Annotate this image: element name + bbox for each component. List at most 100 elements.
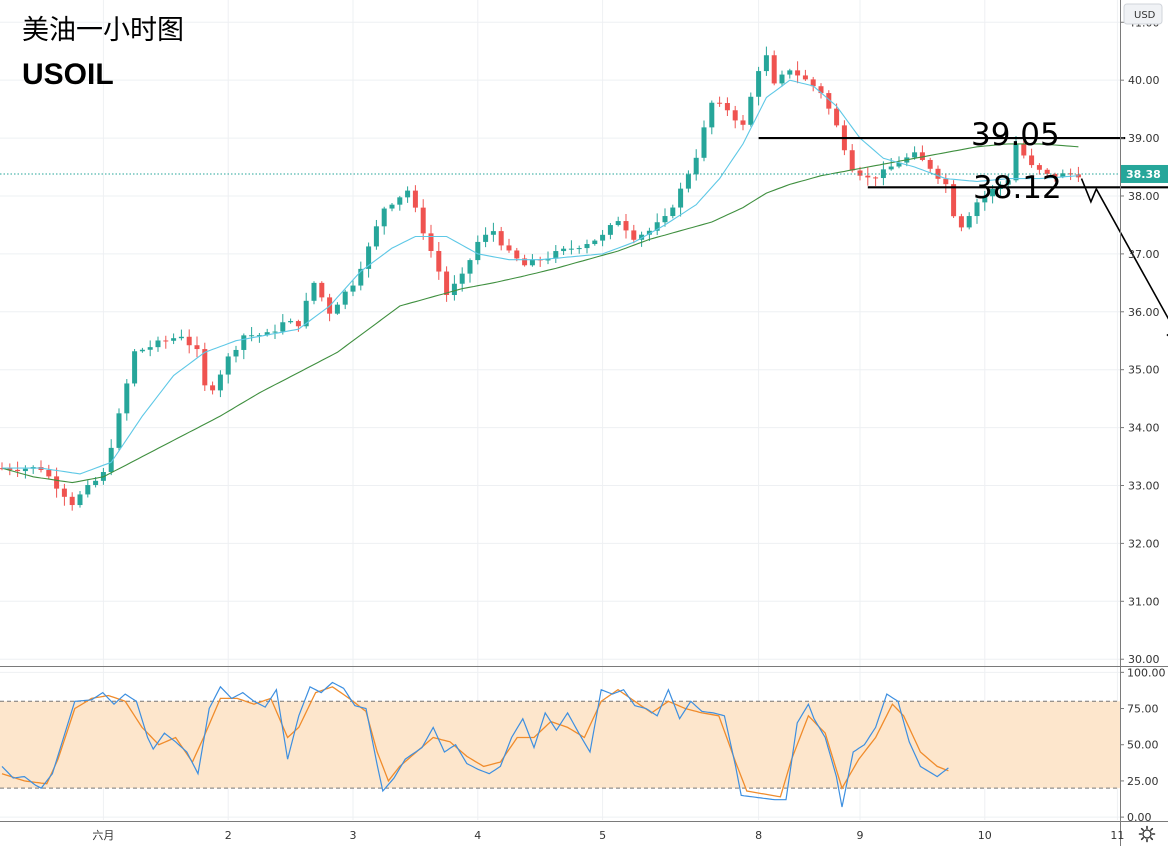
candle-body (803, 75, 808, 79)
time-tick-label: 2 (225, 829, 232, 842)
price-tick-label: 37.00 (1128, 248, 1160, 261)
candle-body (312, 283, 317, 301)
candle-body (218, 375, 223, 391)
candle-body (140, 350, 145, 351)
candle-body (23, 469, 28, 471)
time-tick-label: 9 (857, 829, 864, 842)
candle-body (507, 245, 512, 250)
chart-title-chinese: 美油一小时图 (22, 8, 184, 47)
price-tick-label: 36.00 (1128, 306, 1160, 319)
candle-body (717, 103, 722, 104)
candle-body (616, 221, 621, 225)
candle-body (491, 231, 496, 235)
candle-body (171, 338, 176, 341)
candle-body (421, 208, 426, 234)
candle-body (795, 70, 800, 75)
stoch-tick-label: 0.00 (1127, 811, 1152, 824)
time-tick-label: 六月 (92, 829, 114, 842)
candle-body (608, 225, 613, 235)
candle-body (530, 259, 535, 265)
price-tick-label: 32.00 (1128, 537, 1160, 550)
gear-icon[interactable] (1138, 825, 1156, 843)
price-tick-label: 34.00 (1128, 422, 1160, 435)
candle-body (764, 55, 769, 71)
candle-body (741, 120, 746, 124)
price-tick-label: 33.00 (1128, 479, 1160, 492)
candle-body (374, 226, 379, 246)
candle-body (748, 97, 753, 125)
candle-body (249, 335, 254, 336)
candle-body (928, 160, 933, 169)
candle-body (46, 470, 51, 476)
stoch-tick-label: 25.00 (1127, 775, 1159, 788)
candle-body (156, 340, 161, 347)
candle-body (624, 221, 629, 230)
candle-body (460, 274, 465, 284)
time-tick-label: 5 (599, 829, 606, 842)
candle-body (631, 230, 636, 239)
candle-body (725, 103, 730, 110)
currency-label: USD (1134, 10, 1156, 21)
candle-body (889, 167, 894, 170)
candle-body (296, 321, 301, 326)
candle-body (335, 305, 340, 314)
candle-body (850, 150, 855, 170)
time-tick-label: 4 (474, 829, 481, 842)
candle-body (1029, 155, 1034, 165)
candle-body (405, 191, 410, 198)
candle-body (241, 335, 246, 350)
candle-body (15, 470, 20, 471)
candle-body (959, 216, 964, 227)
candle-body (670, 208, 675, 217)
candle-body (54, 476, 59, 488)
candle-body (600, 235, 605, 241)
last-price-label: 38.38 (1126, 168, 1161, 181)
candle-body (553, 251, 558, 259)
price-tick-label: 40.00 (1128, 74, 1160, 87)
candle-body (756, 71, 761, 97)
candle-body (943, 179, 948, 184)
candle-body (70, 497, 75, 505)
candle-body (686, 174, 691, 188)
time-tick-label: 10 (978, 829, 992, 842)
candle-body (678, 189, 683, 208)
candle-body (93, 481, 98, 485)
candle-body (663, 216, 668, 222)
candle-body (85, 485, 90, 494)
candle-body (858, 170, 863, 175)
candle-body (273, 332, 278, 333)
candle-body (132, 351, 137, 383)
candle-body (78, 494, 83, 505)
candle-body (499, 231, 504, 245)
candle-body (514, 250, 519, 258)
candle-body (585, 244, 590, 248)
time-tick-label: 11 (1110, 829, 1124, 842)
candle-body (117, 413, 122, 448)
time-tick-label: 3 (350, 829, 357, 842)
candle-body (475, 242, 480, 260)
candle-body (210, 385, 215, 390)
candle-body (709, 103, 714, 128)
candle-body (468, 260, 473, 274)
candle-body (834, 109, 839, 126)
candle-body (413, 191, 418, 208)
support-label: 38.12 (973, 170, 1062, 206)
candle-body (444, 272, 449, 295)
candle-body (967, 216, 972, 227)
candle-body (733, 110, 738, 120)
candle-body (592, 241, 597, 244)
candle-body (234, 350, 239, 357)
candle-body (280, 322, 285, 331)
price-tick-label: 30.00 (1128, 653, 1160, 666)
candle-body (202, 349, 207, 385)
candle-body (62, 489, 67, 497)
price-tick-label: 35.00 (1128, 364, 1160, 377)
candle-body (382, 209, 387, 227)
price-tick-label: 38.00 (1128, 190, 1160, 203)
candle-body (436, 251, 441, 272)
candle-body (772, 55, 777, 83)
overbought-oversold-band (0, 701, 1120, 788)
stoch-tick-label: 75.00 (1127, 703, 1159, 716)
